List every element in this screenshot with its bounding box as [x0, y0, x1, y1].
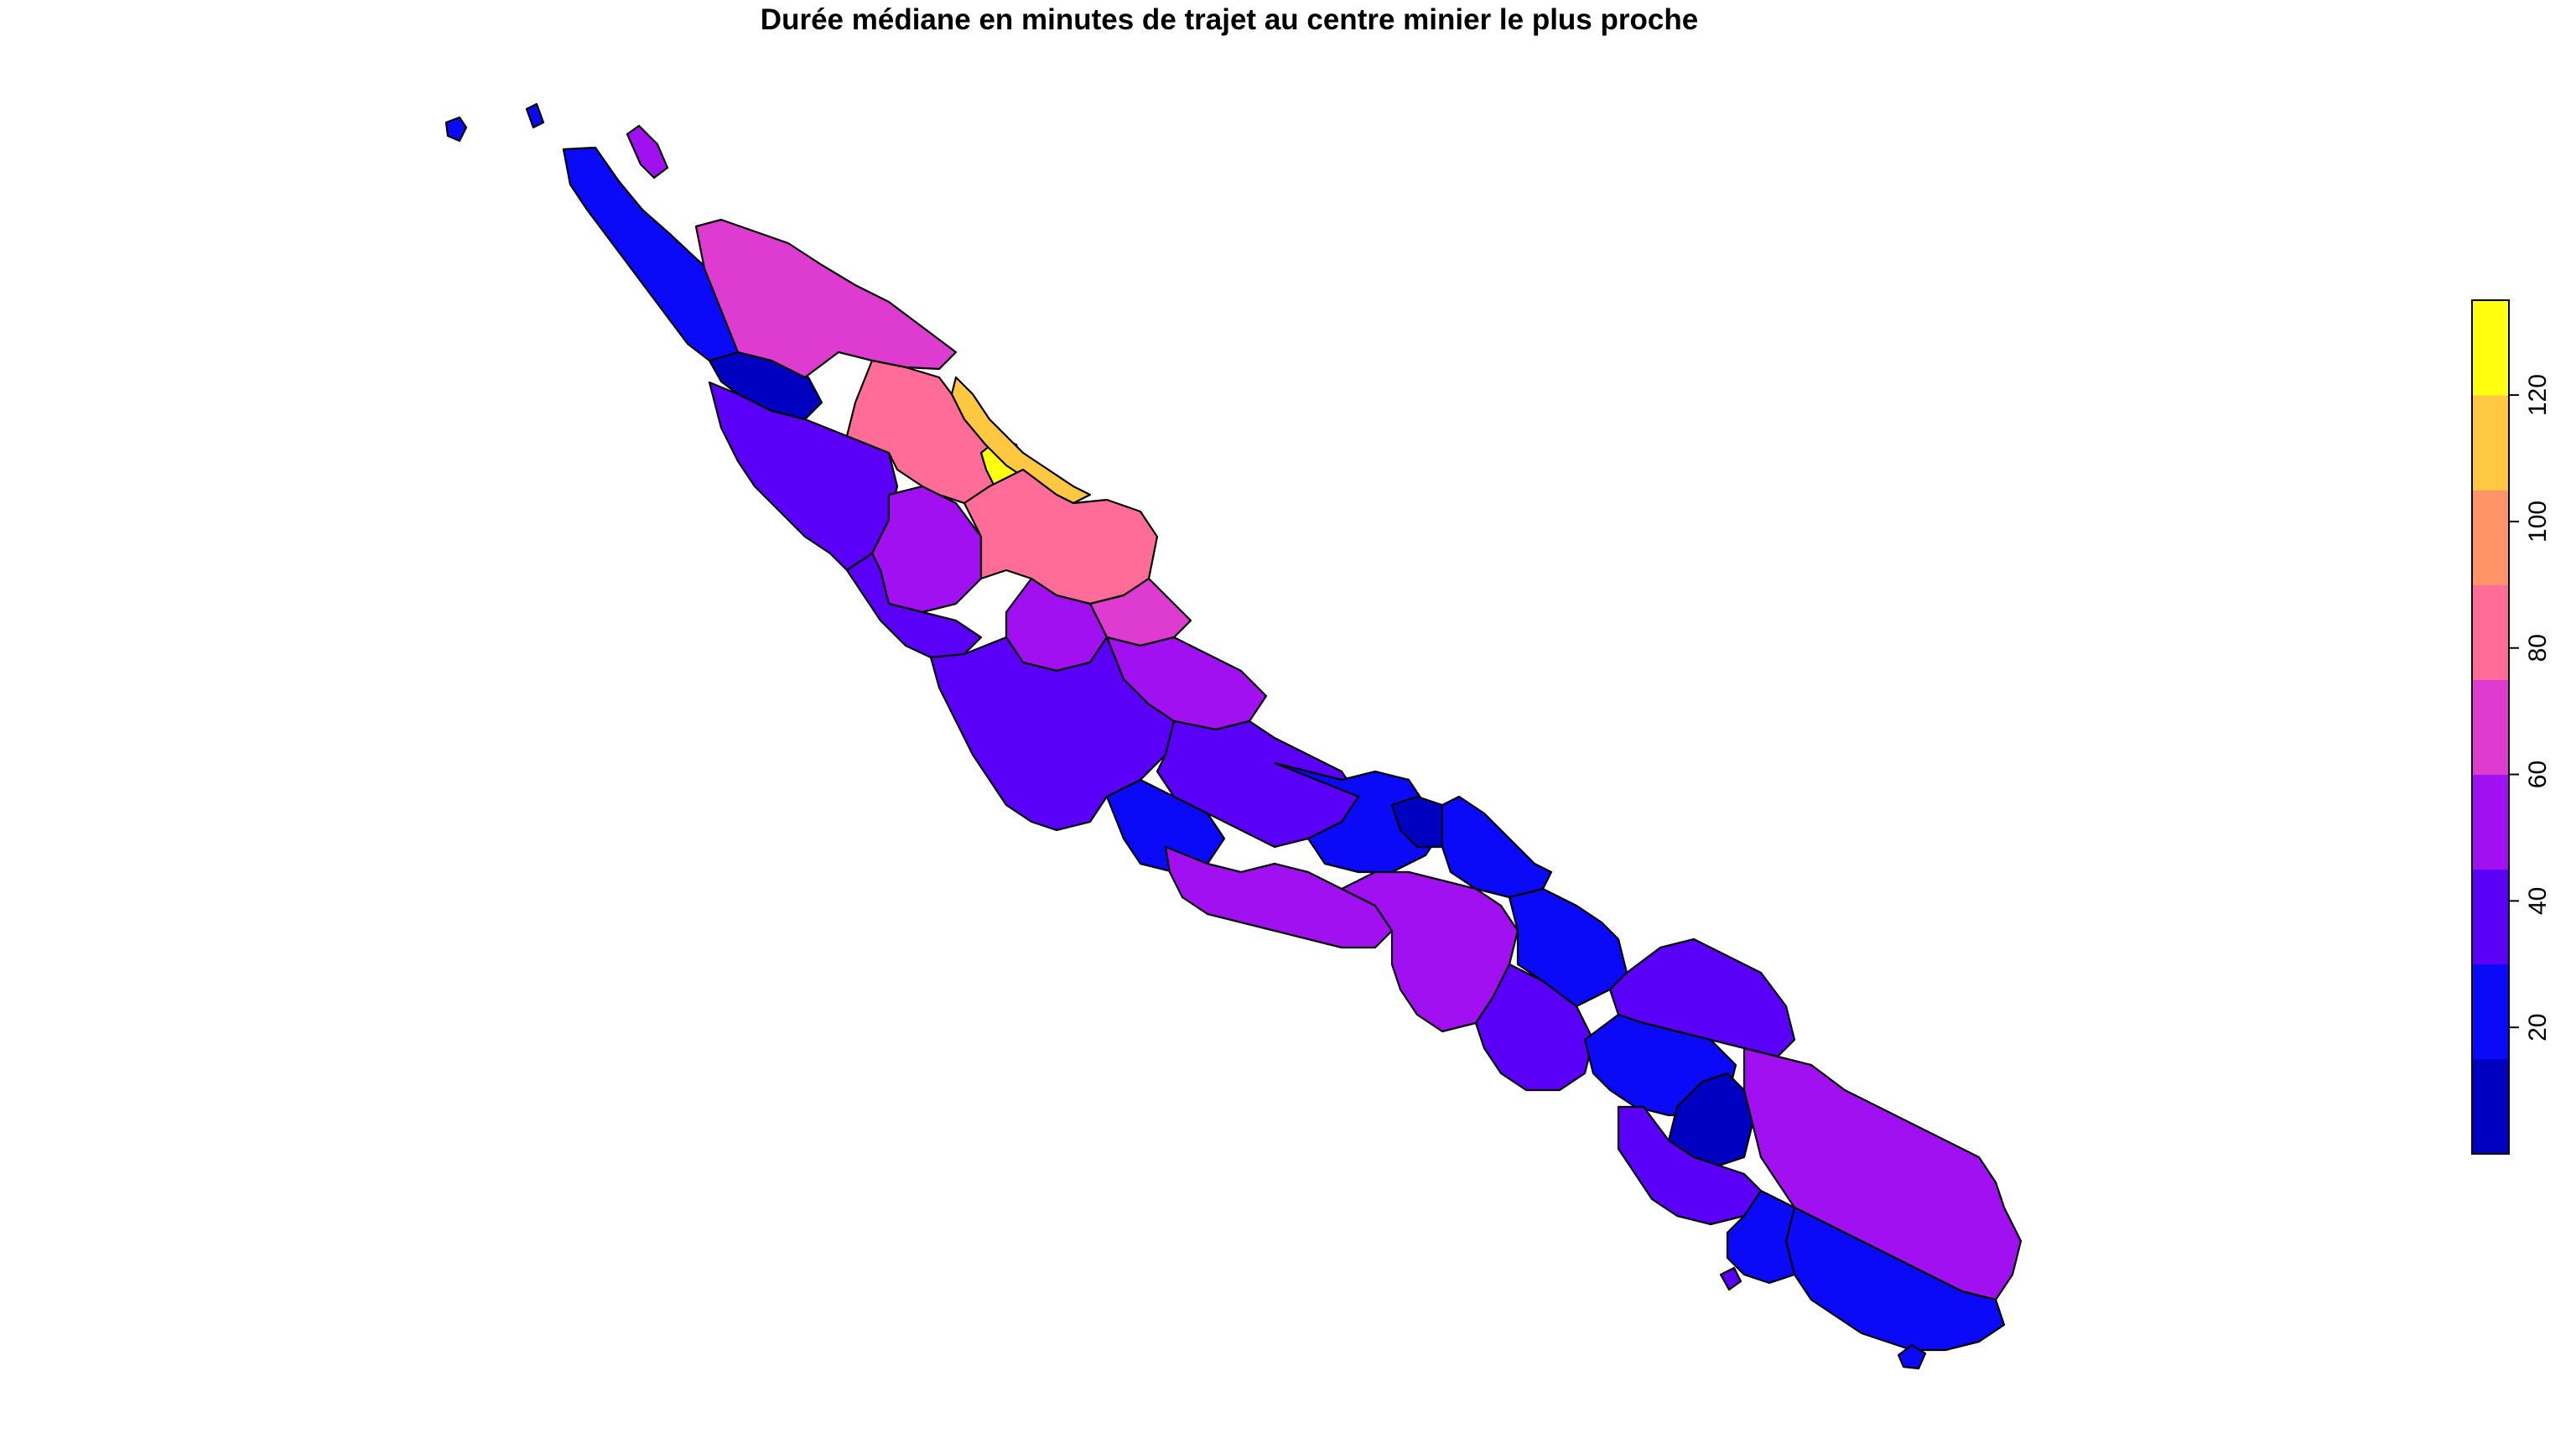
- legend-tick-label: 120: [2524, 374, 2552, 416]
- legend-tick-label: 20: [2524, 1013, 2552, 1041]
- legend-ticks: 20 40 60 80 100 120: [2509, 374, 2552, 1041]
- legend-bin: [2472, 774, 2509, 870]
- region-r02[interactable]: [525, 102, 545, 129]
- region-r17[interactable]: [929, 636, 1176, 832]
- legend-bin: [2472, 963, 2509, 1060]
- legend-tick-label: 80: [2524, 634, 2552, 662]
- legend-bin: [2472, 679, 2509, 776]
- region-r05[interactable]: [626, 124, 669, 179]
- legend-tick-label: 100: [2524, 501, 2552, 543]
- region-r01[interactable]: [444, 116, 468, 143]
- region-r18[interactable]: [1105, 778, 1226, 874]
- region-r21[interactable]: [1441, 795, 1553, 899]
- region-r23[interactable]: [1164, 845, 1394, 949]
- legend-bin: [2472, 584, 2509, 680]
- region-r31-islet[interactable]: [1719, 1266, 1742, 1291]
- region-r09[interactable]: [950, 376, 1092, 505]
- region-r33[interactable]: [1726, 1189, 1796, 1285]
- legend-bin: [2472, 300, 2509, 396]
- legend-bin: [2472, 1058, 2509, 1155]
- region-r13[interactable]: [870, 485, 983, 614]
- region-r06[interactable]: [694, 218, 958, 379]
- region-r15[interactable]: [845, 552, 983, 659]
- legend-color-bins: [2472, 300, 2509, 1155]
- color-legend: 20 40 60 80 100 120: [2471, 299, 2552, 1155]
- region-r33-islet[interactable]: [1897, 1343, 1927, 1370]
- map-regions: [444, 102, 2023, 1370]
- map-title: Durée médiane en minutes de trajet au ce…: [760, 3, 1699, 36]
- legend-frame: [2471, 299, 2510, 1155]
- legend-tick-label: 40: [2524, 887, 2552, 915]
- legend-bin: [2472, 395, 2509, 491]
- legend-tick-label: 60: [2524, 761, 2552, 788]
- legend-bin: [2472, 869, 2509, 965]
- region-r32[interactable]: [1784, 1206, 2006, 1352]
- legend-bin: [2472, 490, 2509, 585]
- region-r19[interactable]: [1273, 761, 1444, 874]
- region-r30[interactable]: [1742, 1046, 2023, 1301]
